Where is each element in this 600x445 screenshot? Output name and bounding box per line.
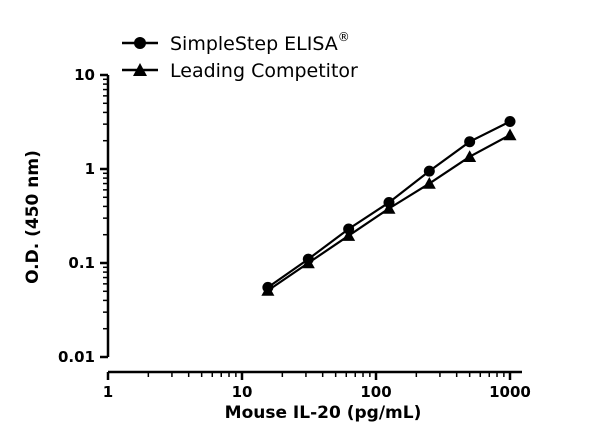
y-tick-label: 0.1 <box>68 254 95 272</box>
data-point-triangle <box>342 229 356 241</box>
y-tick-label: 10 <box>74 66 95 84</box>
axes: 0.01 0.1 1 10 1 10 100 1000 <box>58 66 531 401</box>
data-point-triangle <box>261 283 275 296</box>
legend: SimpleStep ELISA® Leading Competitor <box>122 30 358 82</box>
x-tick-label: 1000 <box>489 383 531 401</box>
y-ticks: 0.01 0.1 1 10 <box>58 66 108 366</box>
x-tick-label: 1 <box>103 383 113 401</box>
data-point-circle <box>423 165 435 177</box>
x-tick-label: 100 <box>360 383 391 401</box>
data-point-circle <box>504 116 516 128</box>
legend-label-simplestep: SimpleStep ELISA® <box>170 30 350 55</box>
data-point-triangle <box>422 177 436 189</box>
data-point-triangle <box>463 150 477 162</box>
data-point-triangle <box>301 256 315 269</box>
legend-marker-triangle <box>133 63 147 76</box>
plot-area <box>261 116 517 296</box>
y-tick-label: 0.01 <box>58 348 95 366</box>
data-point-circle <box>343 223 355 235</box>
x-axis-title: Mouse IL-20 (pg/mL) <box>225 403 422 423</box>
data-point-triangle <box>382 202 396 214</box>
legend-item-simplestep: SimpleStep ELISA® <box>122 30 350 55</box>
y-tick-label: 1 <box>85 160 95 178</box>
x-ticks: 1 10 100 1000 <box>103 372 531 401</box>
legend-label-competitor: Leading Competitor <box>170 60 358 82</box>
y-axis-title: O.D. (450 nm) <box>23 150 43 284</box>
data-point-circle <box>464 136 476 148</box>
data-point-triangle <box>503 128 517 141</box>
x-tick-label: 10 <box>232 383 253 401</box>
legend-marker-circle <box>134 37 146 49</box>
legend-item-competitor: Leading Competitor <box>122 60 358 82</box>
